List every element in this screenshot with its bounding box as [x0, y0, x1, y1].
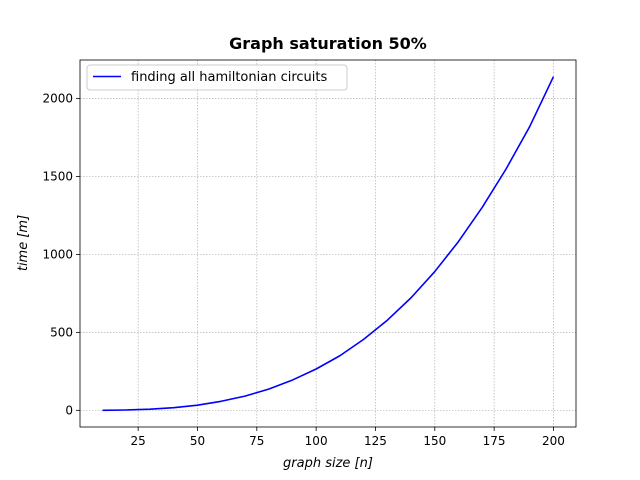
y-tick-label: 500 [50, 325, 73, 339]
y-tick-label: 1000 [42, 247, 73, 261]
plot-frame [79, 59, 577, 428]
grid [80, 60, 576, 427]
y-axis: 0 500 1000 1500 2000 [42, 92, 80, 417]
x-tick-label: 200 [542, 434, 565, 448]
x-axis: 25 50 75 100 125 150 175 200 [131, 427, 565, 448]
x-tick-label: 25 [131, 434, 146, 448]
y-tick-label: 1500 [42, 169, 73, 183]
y-tick-label: 2000 [42, 92, 73, 106]
chart-title: Graph saturation 50% [229, 34, 427, 53]
x-axis-label: graph size [n] [283, 456, 373, 471]
legend-box [86, 64, 348, 91]
series-layer [102, 76, 555, 412]
y-axis-label: time [m] [16, 215, 31, 271]
series-line [102, 76, 555, 412]
x-tick-label: 150 [423, 434, 446, 448]
x-tick-label: 100 [305, 434, 328, 448]
x-tick-label: 175 [483, 434, 506, 448]
y-tick-label: 0 [65, 403, 73, 417]
x-tick-label: 75 [249, 434, 264, 448]
legend-label: finding all hamiltonian circuits [131, 70, 327, 85]
x-tick-label: 125 [364, 434, 387, 448]
legend: finding all hamiltonian circuits [86, 64, 348, 91]
x-tick-label: 50 [190, 434, 205, 448]
